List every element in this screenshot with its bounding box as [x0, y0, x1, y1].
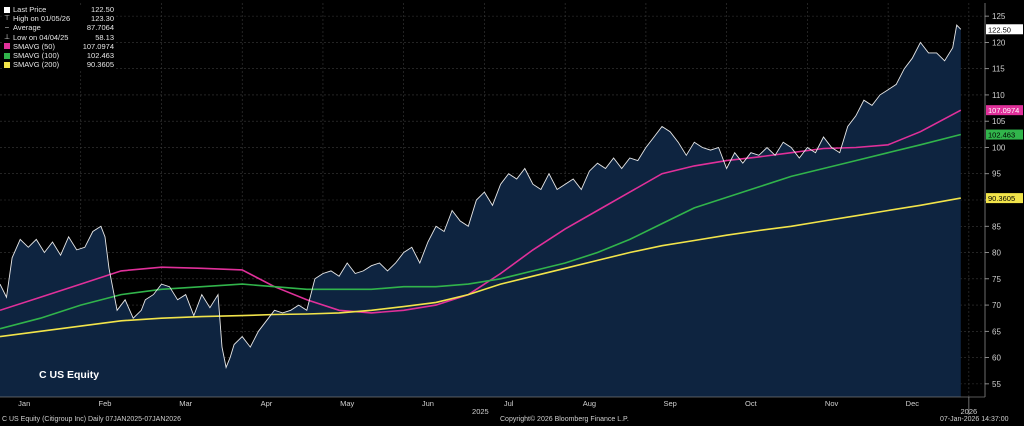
legend-swatch — [4, 43, 10, 50]
price-area-fill — [0, 25, 961, 397]
legend-swatch — [4, 52, 10, 59]
x-tick-label: Oct — [745, 399, 758, 408]
legend-label: Average — [13, 23, 41, 33]
y-tick-label: 75 — [992, 275, 1001, 284]
value-tag — [986, 193, 1023, 204]
y-tick-label: 95 — [992, 170, 1001, 179]
y-tick-label: 115 — [992, 65, 1005, 74]
legend-label: SMAVG (100) — [13, 51, 60, 61]
value-tag — [986, 105, 1023, 116]
legend-item-last-price: Last Price 122.50 — [4, 5, 114, 14]
legend-item-smavg-50: SMAVG (50) 107.0974 — [4, 42, 114, 51]
legend-value: 123.30 — [91, 14, 114, 24]
legend-value: 58.13 — [95, 32, 114, 42]
average-dash-icon: – — [5, 24, 9, 32]
value-tag — [986, 24, 1023, 35]
legend-swatch — [4, 6, 10, 13]
x-year-label: 2025 — [472, 407, 489, 416]
x-tick-label: Mar — [179, 399, 192, 408]
legend-label: SMAVG (200) — [13, 60, 60, 70]
high-marker-icon: ⊤ — [4, 15, 11, 23]
x-tick-label: Jan — [18, 399, 30, 408]
y-tick-label: 120 — [992, 38, 1006, 47]
legend-item-high: ⊤ High on 01/05/26 123.30 — [4, 14, 114, 23]
legend-value: 102.463 — [86, 51, 114, 61]
legend-label: SMAVG (50) — [13, 41, 55, 51]
low-marker-icon: ⊥ — [4, 33, 11, 41]
x-tick-label: May — [340, 399, 354, 408]
series-line-smavg-200- — [0, 197, 961, 338]
value-tag-label: 90.3605 — [988, 194, 1015, 203]
price-line — [0, 24, 962, 369]
y-tick-label: 55 — [992, 380, 1001, 389]
y-tick-label: 80 — [992, 249, 1001, 258]
y-tick-label: 110 — [992, 91, 1005, 100]
x-tick-label: Apr — [261, 399, 273, 408]
value-tag — [986, 129, 1023, 140]
legend-label: High on 01/05/26 — [13, 14, 71, 24]
legend-item-smavg-100: SMAVG (100) 102.463 — [4, 51, 114, 60]
ticker-label: C US Equity — [39, 369, 100, 381]
y-tick-label: 85 — [992, 222, 1001, 231]
footer-copyright: Copyright© 2026 Bloomberg Finance L.P. — [500, 416, 629, 423]
legend-value: 107.0974 — [82, 41, 114, 51]
x-tick-label: Feb — [98, 399, 111, 408]
legend-label: Low on 04/04/25 — [13, 32, 69, 42]
y-tick-label: 100 — [992, 143, 1006, 152]
x-tick-label: Jul — [504, 399, 514, 408]
value-tag-label: 102.463 — [988, 131, 1015, 140]
y-tick-label: 105 — [992, 117, 1006, 126]
footer-timestamp: 07-Jan-2026 14:37:00 — [940, 416, 1009, 423]
series-line-smavg-50- — [0, 109, 962, 314]
legend-value: 87.7064 — [86, 23, 114, 33]
x-tick-label: Jun — [422, 399, 434, 408]
y-tick-label: 125 — [992, 12, 1006, 21]
y-tick-label: 60 — [992, 354, 1001, 363]
x-tick-label: Nov — [825, 399, 839, 408]
legend-label: Last Price — [13, 5, 47, 14]
x-tick-label: Dec — [906, 399, 920, 408]
y-tick-label: 65 — [992, 327, 1001, 336]
x-tick-label: Sep — [663, 399, 676, 408]
value-tag-label: 107.0974 — [988, 106, 1019, 115]
chart-footer: C US Equity (Citigroup Inc) Daily 07JAN2… — [0, 416, 1024, 426]
legend-item-low: ⊥ Low on 04/04/25 58.13 — [4, 33, 114, 42]
legend-swatch — [4, 61, 10, 68]
value-tag-label: 122.50 — [988, 25, 1011, 34]
x-tick-label: Aug — [583, 399, 596, 408]
chart-legend: Last Price 122.50 ⊤ High on 01/05/26 123… — [4, 5, 114, 70]
footer-security-info: C US Equity (Citigroup Inc) Daily 07JAN2… — [2, 416, 181, 423]
legend-item-smavg-200: SMAVG (200) 90.3605 — [4, 60, 114, 69]
legend-item-average: – Average 87.7064 — [4, 23, 114, 32]
legend-value: 90.3605 — [86, 60, 114, 70]
series-line-smavg-100- — [0, 133, 961, 330]
y-tick-label: 70 — [992, 301, 1001, 310]
legend-value: 122.50 — [91, 5, 114, 14]
